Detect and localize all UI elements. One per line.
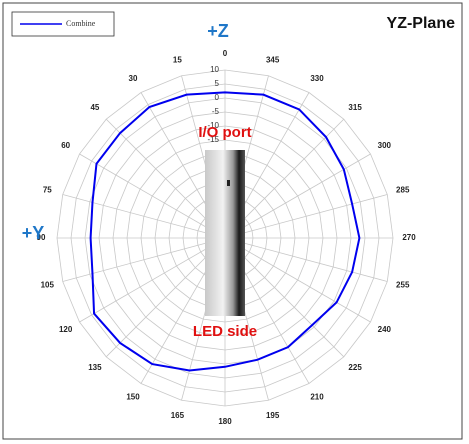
angle-label: 285 xyxy=(396,185,410,194)
r-tick-label: 10 xyxy=(210,65,219,74)
angle-label: 30 xyxy=(129,74,138,83)
grid-spoke xyxy=(224,194,388,239)
angle-label: 255 xyxy=(396,281,410,290)
grid-spoke xyxy=(62,237,226,282)
bottom-label: LED side xyxy=(193,323,257,340)
angle-label: 135 xyxy=(88,363,102,372)
r-tick-label: -10 xyxy=(207,121,219,130)
angle-label: 300 xyxy=(378,141,392,150)
grid-spoke xyxy=(224,153,371,239)
r-tick-label: -15 xyxy=(207,135,219,144)
angle-label: 345 xyxy=(266,55,280,64)
series-line xyxy=(89,91,361,372)
grid-spoke xyxy=(224,237,371,323)
angle-label: 150 xyxy=(126,392,140,401)
legend-label: Combine xyxy=(66,19,96,28)
angle-label: 0 xyxy=(223,49,228,58)
r-tick-label: 5 xyxy=(215,79,220,88)
r-tick-label: -5 xyxy=(212,107,220,116)
angle-label: 165 xyxy=(171,411,185,420)
angle-label: 180 xyxy=(218,417,232,426)
device-image xyxy=(205,150,245,316)
angle-label: 210 xyxy=(310,392,324,401)
angle-label: 15 xyxy=(173,55,182,64)
r-tick-label: 0 xyxy=(215,93,220,102)
angle-label: 105 xyxy=(41,281,55,290)
angle-label: 75 xyxy=(43,185,52,194)
angle-label: 330 xyxy=(310,74,324,83)
angle-label: 195 xyxy=(266,411,280,420)
grid-spoke xyxy=(79,237,226,323)
grid-spoke xyxy=(79,153,226,239)
top-label: I/O port xyxy=(198,124,251,141)
angle-label: 225 xyxy=(348,363,362,372)
grid-spoke xyxy=(62,194,226,239)
z-axis-label: +Z xyxy=(207,21,229,41)
angle-label: 60 xyxy=(61,141,70,150)
angle-label: 120 xyxy=(59,325,73,334)
angle-label: 90 xyxy=(37,233,46,242)
device-port xyxy=(227,180,230,186)
angle-label: 240 xyxy=(378,325,392,334)
angle-label: 270 xyxy=(402,233,416,242)
grid-spoke xyxy=(224,237,388,282)
plot xyxy=(89,91,361,372)
angle-label: 315 xyxy=(348,103,362,112)
chart-title: YZ-Plane xyxy=(387,15,456,32)
y-axis-label: +Y xyxy=(22,223,45,243)
angle-label: 45 xyxy=(90,103,99,112)
